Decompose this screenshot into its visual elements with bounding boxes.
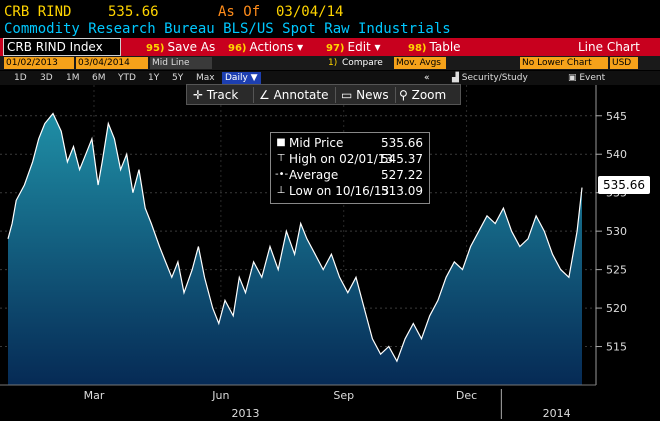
price-line: [7, 112, 583, 363]
legend-high: ⊤ High on 02/01/13 545.37: [276, 152, 423, 166]
function-toolbar: CRB RIND Index 95) Save As 96) Actions ▾ 9…: [0, 38, 660, 56]
lower-chart-select[interactable]: No Lower Chart: [520, 57, 608, 69]
legend-low: ⊥ Low on 10/16/13 513.09: [276, 184, 423, 198]
last-price-tag: 535.66: [598, 176, 650, 194]
zoom-tool[interactable]: ⚲ Zoom: [399, 88, 447, 102]
compare-num: 1): [328, 58, 338, 68]
description-row: Commodity Research Bureau BLS/US Spot Ra…: [0, 21, 660, 38]
range-max[interactable]: Max: [196, 73, 215, 83]
high-marker-icon: ⊤: [276, 153, 286, 164]
range-ytd[interactable]: YTD: [118, 73, 136, 83]
annotate-tool[interactable]: ∠ Annotate: [259, 88, 329, 102]
track-tool[interactable]: ✛ Track: [193, 88, 239, 102]
ticker: CRB RIND: [4, 4, 72, 20]
year-label: 2013: [231, 407, 259, 420]
range-1d[interactable]: 1D: [14, 73, 27, 83]
chart-type-label: Line Chart: [578, 40, 640, 54]
price-area: [8, 113, 582, 385]
chart-legend: ■ Mid Price 535.66 ⊤ High on 02/01/13 54…: [270, 132, 430, 204]
news-tool[interactable]: ▭ News: [341, 88, 389, 102]
y-tick-label: 520: [606, 302, 627, 315]
range-3d[interactable]: 3D: [40, 73, 53, 83]
magnifier-icon: ⚲: [399, 88, 412, 102]
x-tick-label: Sep: [333, 389, 354, 402]
actions-menu[interactable]: 96) Actions ▾: [228, 40, 304, 54]
mid-line-select[interactable]: Mid Line: [150, 57, 212, 69]
y-tick-label: 545: [606, 110, 627, 123]
square-icon: ■: [276, 137, 286, 148]
collapse-button[interactable]: «: [424, 73, 430, 83]
year-label: 2014: [543, 407, 571, 420]
table-button[interactable]: 98) Table: [408, 40, 461, 54]
y-tick-label: 525: [606, 264, 627, 277]
crosshair-icon: ✛: [193, 88, 207, 102]
low-marker-icon: ⊥: [276, 185, 286, 196]
security-study-button[interactable]: ▟ Security/Study: [452, 73, 528, 83]
event-icon: ▣: [568, 73, 580, 83]
legend-average: -•- Average 527.22: [275, 168, 423, 182]
save-as-button[interactable]: 95) Save As: [146, 40, 216, 54]
compare-button[interactable]: Compare: [342, 58, 383, 68]
as-of-label: As Of: [218, 4, 261, 20]
x-tick-label: Dec: [456, 389, 477, 402]
y-tick-label: 530: [606, 225, 627, 238]
x-tick-label: Mar: [84, 389, 105, 402]
average-marker-icon: -•-: [275, 169, 289, 180]
news-icon: ▭: [341, 88, 357, 102]
price-chart: 515520525530535540545 MarJunSepDec201320…: [0, 85, 627, 420]
chart-controls: 01/02/2013 03/04/2014 Mid Line 1) Compar…: [0, 56, 660, 70]
currency-select[interactable]: USD: [610, 57, 638, 69]
security-description: Commodity Research Bureau BLS/US Spot Ra…: [4, 21, 451, 37]
last-price: 535.66: [108, 4, 159, 20]
security-field[interactable]: CRB RIND Index: [3, 38, 121, 56]
range-1m[interactable]: 1M: [66, 73, 80, 83]
y-tick-label: 515: [606, 341, 627, 354]
range-5y[interactable]: 5Y: [172, 73, 184, 83]
end-date-field[interactable]: 03/04/2014: [76, 57, 148, 69]
chart-tools-bar: ✛ Track ∠ Annotate ▭ News ⚲ Zoom: [186, 84, 461, 105]
edit-menu[interactable]: 97) Edit ▾: [326, 40, 381, 54]
legend-mid-price[interactable]: ■ Mid Price 535.66: [276, 136, 423, 150]
start-date-field[interactable]: 01/02/2013: [4, 57, 74, 69]
y-tick-label: 540: [606, 148, 627, 161]
pencil-icon: ∠: [259, 88, 274, 102]
x-tick-label: Jun: [211, 389, 229, 402]
range-1y[interactable]: 1Y: [148, 73, 160, 83]
chart-icon: ▟: [452, 73, 462, 83]
event-button[interactable]: ▣ Event: [568, 73, 606, 83]
range-bar: 1D 3D 1M 6M YTD 1Y 5Y Max Daily ▼ « ▟ Se…: [0, 71, 660, 85]
range-6m[interactable]: 6M: [92, 73, 106, 83]
as-of-date: 03/04/14: [276, 4, 344, 20]
mov-avgs-button[interactable]: Mov. Avgs: [394, 57, 446, 69]
frequency-select[interactable]: Daily ▼: [222, 72, 261, 84]
title-bar: CRB RIND 535.66 As Of 03/04/14: [0, 2, 660, 22]
